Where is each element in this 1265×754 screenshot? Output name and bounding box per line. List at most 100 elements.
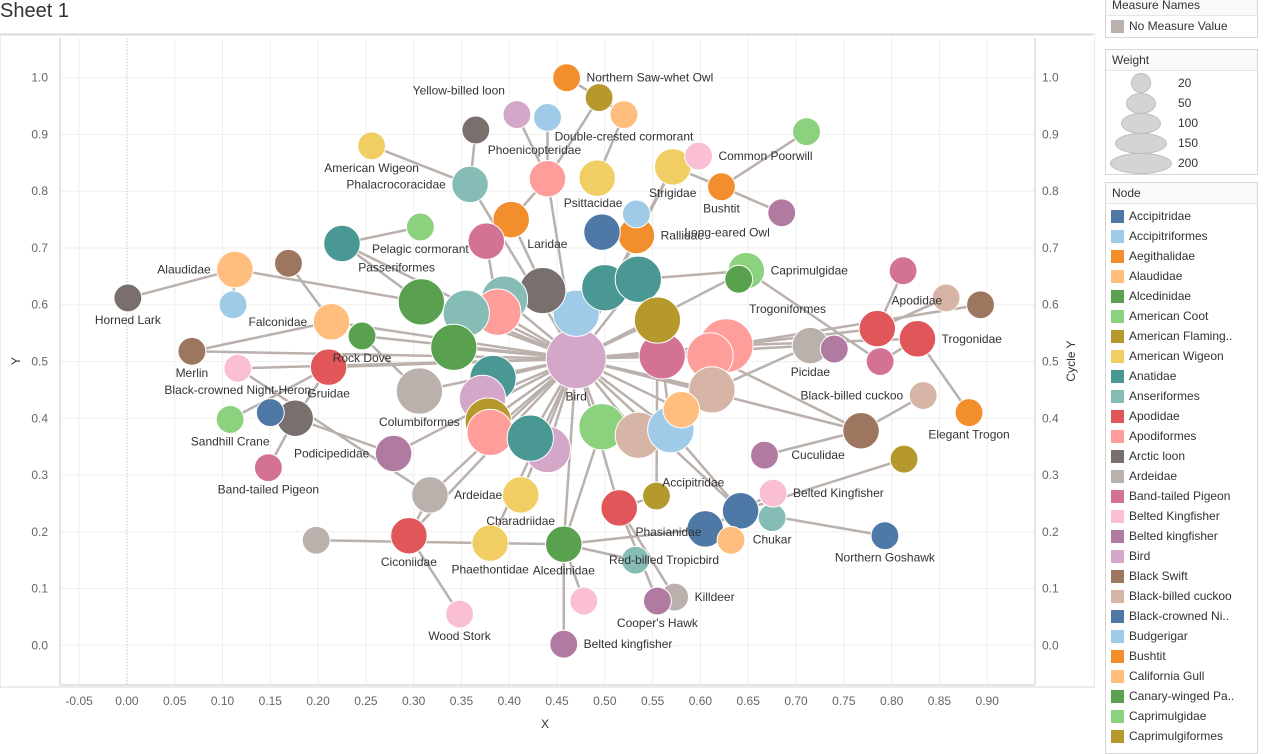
weight-size-label: 50 — [1178, 96, 1192, 110]
node-label-psittacidae: Psittacidae — [564, 196, 623, 210]
node-apod-tan — [931, 283, 961, 313]
node-bush-green — [792, 117, 821, 147]
node-legend-swatch — [1111, 429, 1124, 443]
node-legend-item[interactable]: Budgerigar — [1106, 626, 1257, 646]
y-tick-label: 0.9 — [31, 127, 48, 141]
node-pelagic-cormorant — [405, 212, 435, 242]
edge — [469, 183, 578, 360]
node-mid-olive2 — [633, 296, 682, 344]
node-phasianidae — [600, 489, 638, 527]
weight-size-icon — [1106, 92, 1176, 114]
node-mid-peach — [662, 390, 701, 429]
node-legend-item[interactable]: Black-billed cuckoo — [1106, 586, 1257, 606]
y2-tick-label: 0.0 — [1042, 638, 1059, 652]
node-legend-item[interactable]: Accipitriformes — [1106, 226, 1257, 246]
node-legend-label: Anatidae — [1129, 369, 1177, 383]
x-tick-label: 0.30 — [402, 694, 426, 708]
node-label-alaudidae: Alaudidae — [157, 263, 211, 277]
node-legend-swatch — [1111, 329, 1124, 343]
node-lar-rose — [467, 222, 506, 260]
node-legend-item[interactable]: Alcedinidae — [1106, 286, 1257, 306]
weight-legend-item[interactable]: 100 — [1106, 112, 1257, 134]
node-rall-lightblue — [621, 199, 651, 229]
node-legend-item[interactable]: Black-crowned Ni.. — [1106, 606, 1257, 626]
node-legend-item[interactable]: Caprimulgidae — [1106, 706, 1257, 726]
node-label-trogonidae: Trogonidae — [942, 332, 1003, 346]
node-rall-blue — [583, 213, 621, 251]
node-legend-swatch — [1111, 569, 1124, 583]
node-legend-item[interactable]: American Coot — [1106, 306, 1257, 326]
node-label-rock-dove: Rock Dove — [333, 351, 392, 365]
node-label-elegant-trogon: Elegant Trogon — [928, 428, 1009, 442]
x-tick-label: -0.05 — [65, 694, 93, 708]
weight-title: Weight — [1106, 50, 1257, 71]
node-legend-item[interactable]: Apodidae — [1106, 406, 1257, 426]
measure-names-title: Measure Names — [1106, 0, 1257, 16]
node-legend-swatch — [1111, 449, 1124, 463]
weight-legend-item[interactable]: 50 — [1106, 92, 1257, 114]
measure-legend-item[interactable]: No Measure Value — [1106, 16, 1257, 36]
node-legend-item[interactable]: Alaudidae — [1106, 266, 1257, 286]
node-legend-item[interactable]: American Flaming.. — [1106, 326, 1257, 346]
measure-names-legend[interactable]: Measure Names No Measure Value — [1105, 0, 1258, 38]
weight-legend[interactable]: Weight 20 50 100 150 200 — [1105, 49, 1258, 175]
node-cuc-olive — [889, 444, 919, 474]
node-legend-item[interactable]: Bushtit — [1106, 646, 1257, 666]
edge — [237, 357, 577, 370]
weight-legend-item[interactable]: 20 — [1106, 73, 1257, 93]
node-legend-item[interactable]: Anatidae — [1106, 366, 1257, 386]
node-legend-label: Aegithalidae — [1129, 249, 1196, 263]
x-tick-label: 0.25 — [354, 694, 378, 708]
node-label-common-poorwill: Common Poorwill — [718, 149, 812, 163]
node-label-long-eared-owl: Long-eared Owl — [684, 226, 769, 240]
node-legend-item[interactable]: Apodiformes — [1106, 426, 1257, 446]
node-legend-item[interactable]: California Gull — [1106, 666, 1257, 686]
node-alcedinidae — [545, 525, 583, 563]
node-label-red-billed-tropicbird: Red-billed Tropicbird — [609, 553, 719, 567]
node-legend-item[interactable]: Ardeidae — [1106, 466, 1257, 486]
edge — [563, 527, 706, 546]
node-legend-item[interactable]: Anseriformes — [1106, 386, 1257, 406]
node-legend-swatch — [1111, 309, 1124, 323]
node-label-alcedinidae: Alcedinidae — [533, 563, 595, 577]
node-podicipedidae — [374, 434, 413, 473]
weight-legend-item[interactable]: 150 — [1106, 132, 1257, 154]
node-label-horned-lark: Horned Lark — [95, 313, 162, 327]
node-band-tailed-pigeon — [253, 453, 283, 483]
node-legend-label: Apodidae — [1129, 409, 1180, 423]
node-label-columbiformes: Columbiformes — [379, 415, 460, 429]
node-legend-item[interactable]: Accipitridae — [1106, 206, 1257, 226]
node-legend-swatch — [1111, 289, 1124, 303]
edge — [745, 269, 881, 363]
node-legend-item[interactable]: Black Swift — [1106, 566, 1257, 586]
node-legend-item[interactable]: American Wigeon — [1106, 346, 1257, 366]
node-legend-item[interactable]: Aegithalidae — [1106, 246, 1257, 266]
node-label-charadriidae: Charadriidae — [486, 514, 555, 528]
node-legend-item[interactable]: Band-tailed Pigeon — [1106, 486, 1257, 506]
measure-legend-label: No Measure Value — [1129, 19, 1228, 33]
node-legend[interactable]: Node Accipitridae Accipitriformes Aegithal… — [1105, 182, 1258, 754]
edge — [191, 320, 332, 353]
node-legend-item[interactable]: Caprimulgiformes — [1106, 726, 1257, 746]
node-acc-olive — [642, 481, 671, 511]
y-tick-label: 0.6 — [31, 298, 48, 312]
node-legend-item[interactable]: Canary-winged Pa.. — [1106, 686, 1257, 706]
node-legend-item[interactable]: Arctic loon — [1106, 446, 1257, 466]
node-legend-swatch — [1111, 489, 1124, 503]
x-tick-label: 0.45 — [545, 694, 569, 708]
network-chart[interactable]: 0.0 0.00.1 0.10.2 0.20.3 0.30.4 0.40.5 0.50.6 0… — [0, 0, 1095, 754]
weight-size-blob — [1110, 152, 1172, 174]
edge — [720, 130, 808, 188]
node-belted-kingfisher-low — [549, 629, 579, 659]
node-black-billed-cuckoo — [908, 381, 938, 410]
node-legend-label: Apodiformes — [1129, 429, 1197, 443]
node-psit-yellow — [578, 159, 616, 197]
node-label-ciconiidae: Ciconiidae — [381, 555, 437, 569]
node-legend-item[interactable]: Belted Kingfisher — [1106, 506, 1257, 526]
node-legend-label: Caprimulgidae — [1129, 709, 1207, 723]
node-legend-item[interactable]: Belted kingfisher — [1106, 526, 1257, 546]
node-nswo — [552, 63, 582, 93]
weight-legend-item[interactable]: 200 — [1106, 152, 1257, 174]
node-legend-item[interactable]: Bird — [1106, 546, 1257, 566]
node-legend-label: Accipitridae — [1129, 209, 1192, 223]
